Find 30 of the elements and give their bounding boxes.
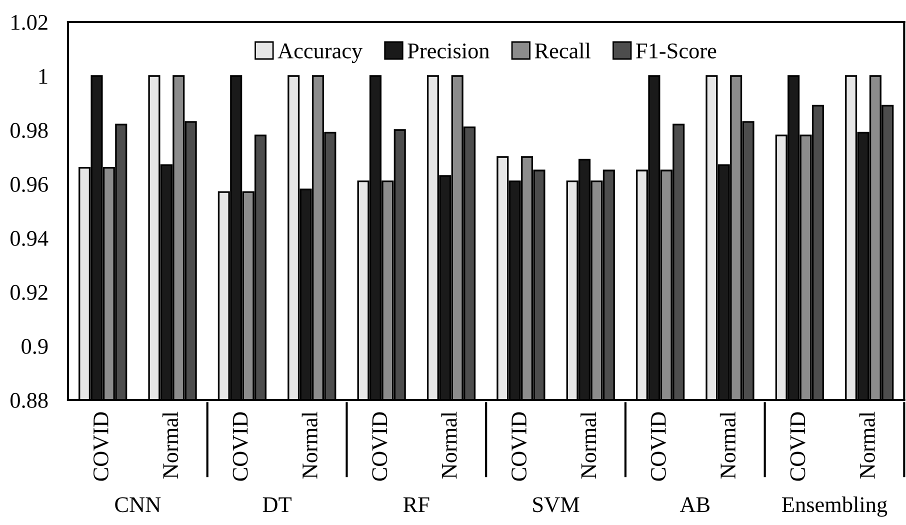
x-tick-label: COVID bbox=[232, 412, 248, 481]
text: Ensembling bbox=[782, 496, 888, 517]
legend-label: Accuracy bbox=[278, 44, 363, 64]
y-tick-label: 0.88 bbox=[10, 392, 48, 408]
y-tick-label: 1 bbox=[39, 69, 48, 84]
text: CNN bbox=[115, 497, 161, 512]
x-tick-label: Normal bbox=[859, 412, 875, 479]
text: SVM bbox=[533, 497, 580, 512]
x-tick-label: Normal bbox=[302, 412, 318, 479]
x-tick-label: COVID bbox=[650, 412, 666, 481]
y-tick-label: 0.9 bbox=[22, 338, 48, 354]
x-tick-label: Normal bbox=[162, 412, 178, 479]
y-tick-label: 0.94 bbox=[10, 230, 48, 246]
y-tick-label: 0.96 bbox=[10, 176, 48, 192]
legend-label: Recall bbox=[534, 42, 591, 58]
x-tick-label: Normal bbox=[720, 412, 736, 479]
y-tick-label: 0.98 bbox=[10, 122, 48, 138]
x-tick-label: COVID bbox=[93, 412, 109, 481]
x-tick-label: Normal bbox=[580, 412, 596, 479]
legend-label: Precision bbox=[408, 44, 490, 58]
text: RF bbox=[403, 497, 430, 512]
y-tick-label: 1.02 bbox=[12, 14, 48, 30]
x-tick-label: Normal bbox=[441, 412, 457, 479]
x-tick-label: COVID bbox=[790, 412, 806, 481]
text: DT bbox=[262, 497, 292, 512]
x-tick-label: COVID bbox=[512, 412, 527, 481]
x-tick-label: COVID bbox=[372, 412, 388, 481]
y-tick-label: 0.92 bbox=[10, 284, 48, 300]
text: AB bbox=[680, 497, 710, 512]
legend-label: F1-Score bbox=[636, 44, 716, 58]
